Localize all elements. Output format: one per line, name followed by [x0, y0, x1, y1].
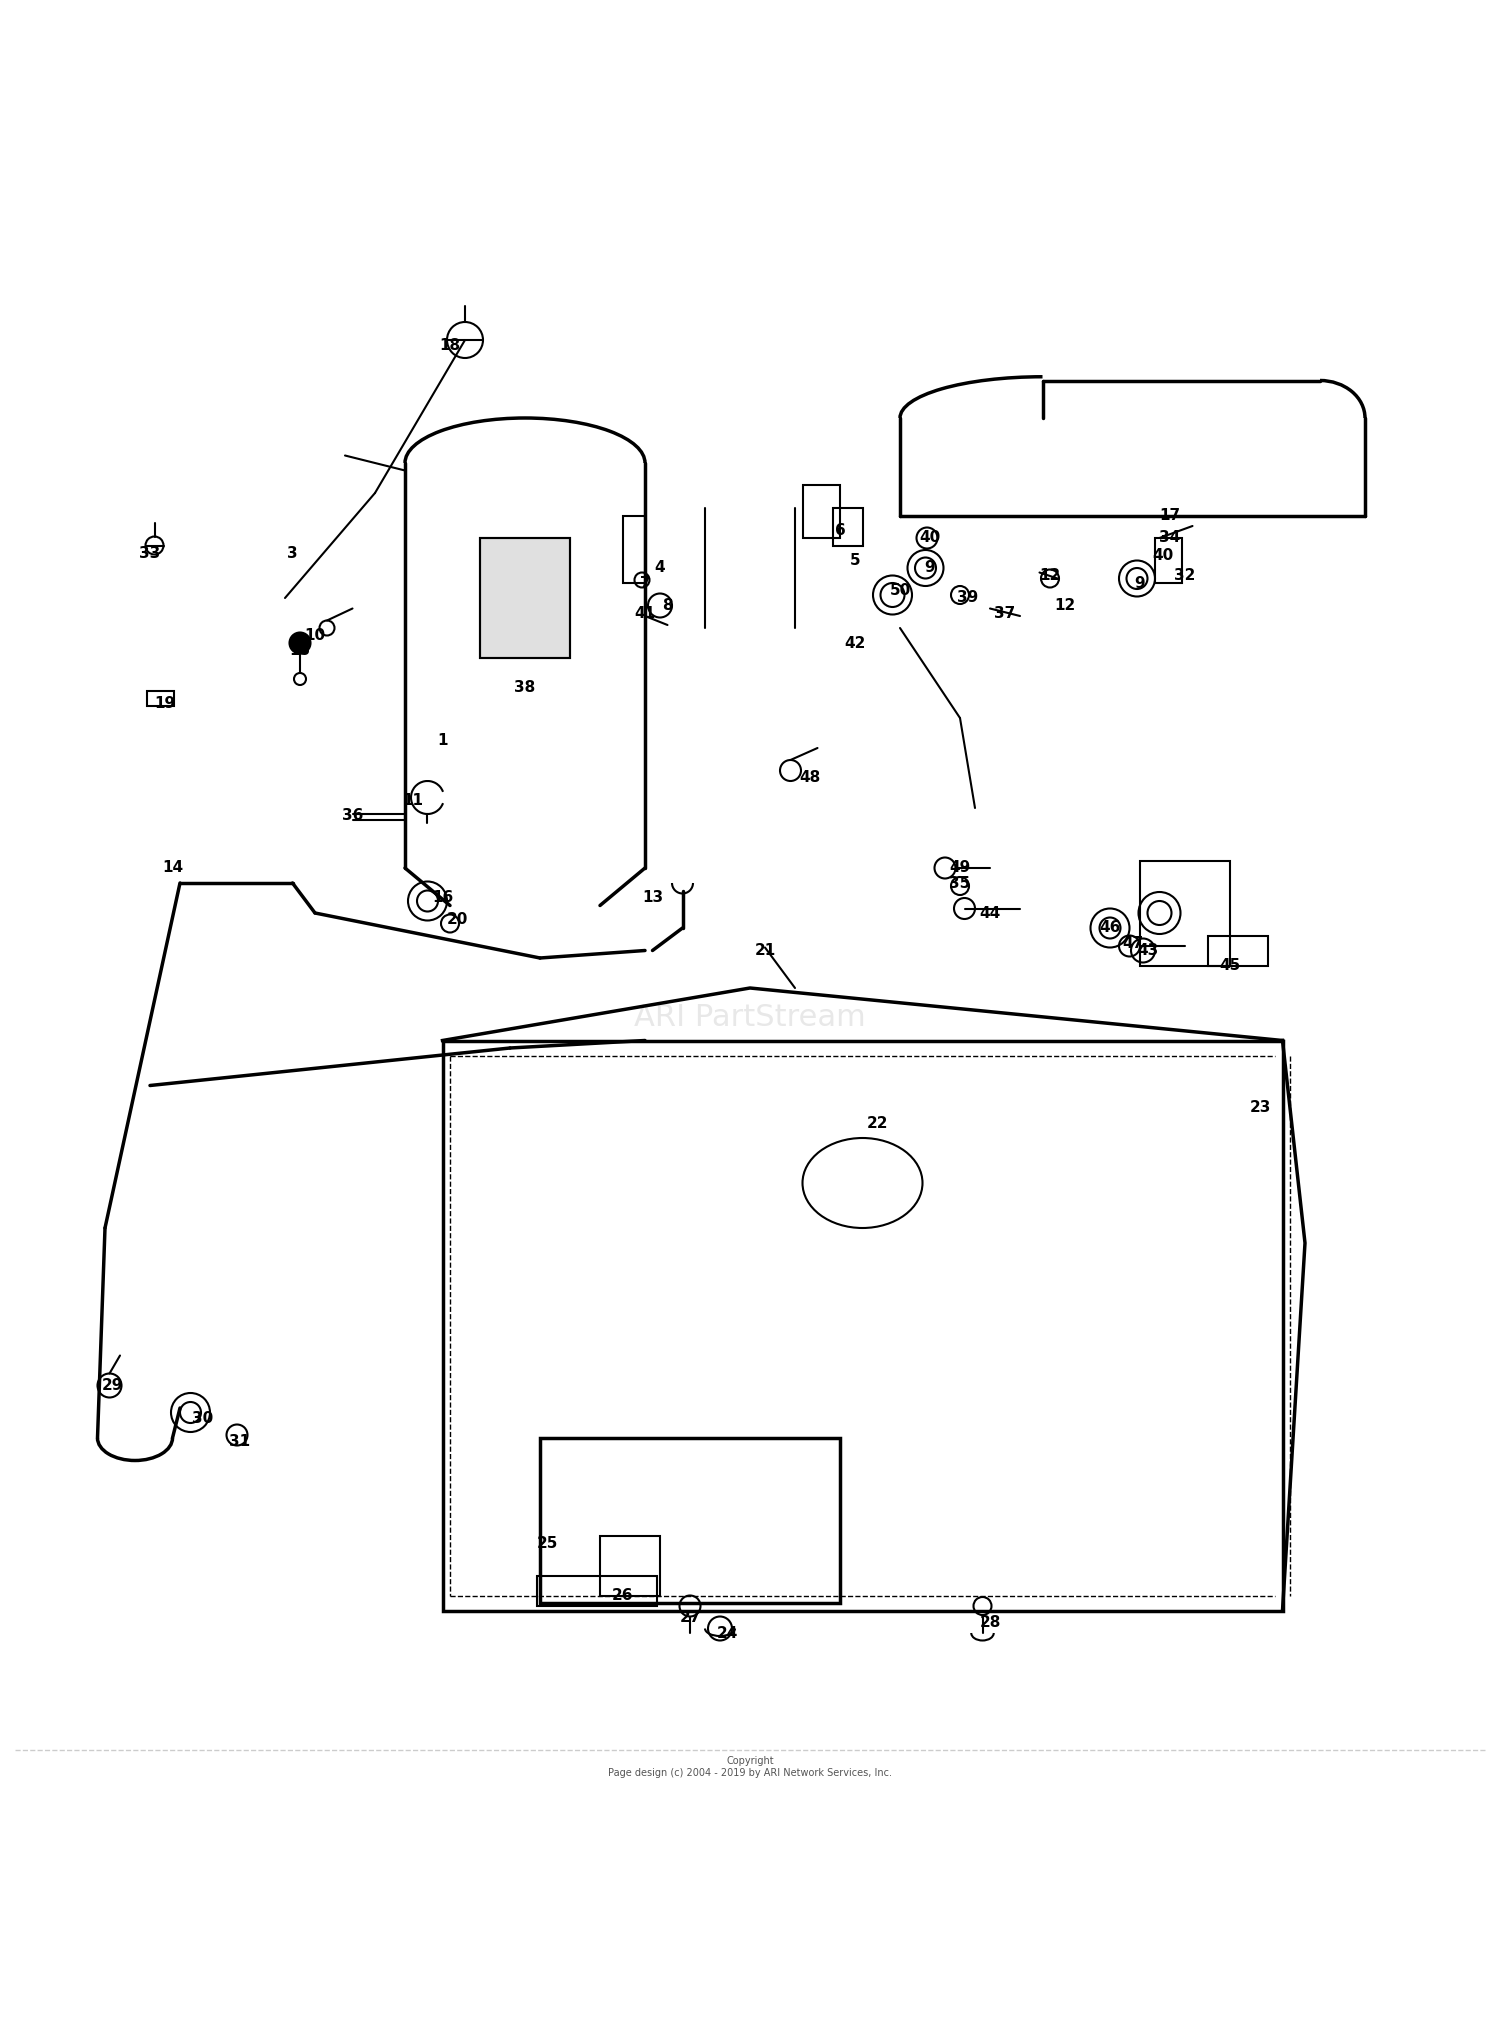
- Bar: [622, 515, 645, 582]
- Text: 21: 21: [754, 943, 776, 959]
- Text: 33: 33: [140, 546, 160, 560]
- Text: 6: 6: [834, 523, 846, 538]
- Text: 16: 16: [432, 890, 453, 906]
- Text: 7: 7: [639, 576, 651, 590]
- Text: 9: 9: [924, 560, 936, 576]
- Text: 5: 5: [849, 554, 861, 568]
- Bar: [1208, 935, 1268, 965]
- Text: 15: 15: [290, 643, 310, 658]
- Text: 14: 14: [162, 861, 183, 875]
- Bar: [1140, 861, 1230, 965]
- Text: 10: 10: [304, 627, 326, 643]
- Text: 11: 11: [402, 792, 423, 808]
- Bar: [1155, 538, 1182, 582]
- Text: 24: 24: [717, 1625, 738, 1641]
- Text: 48: 48: [800, 770, 820, 786]
- Text: 40: 40: [920, 531, 940, 546]
- Text: 4: 4: [654, 560, 666, 576]
- Text: 50: 50: [890, 582, 910, 599]
- Text: 8: 8: [662, 599, 674, 613]
- Text: 30: 30: [192, 1411, 213, 1425]
- Text: 19: 19: [154, 696, 176, 711]
- Text: Copyright
Page design (c) 2004 - 2019 by ARI Network Services, Inc.: Copyright Page design (c) 2004 - 2019 by…: [608, 1755, 892, 1777]
- Text: 45: 45: [1220, 959, 1240, 973]
- Text: 27: 27: [680, 1610, 700, 1625]
- Text: 29: 29: [102, 1378, 123, 1393]
- Text: 25: 25: [537, 1535, 558, 1551]
- Bar: [480, 538, 570, 658]
- Text: 49: 49: [950, 861, 970, 875]
- Bar: [540, 1437, 840, 1602]
- Text: 40: 40: [1152, 548, 1173, 564]
- Bar: [442, 1040, 1282, 1610]
- Text: 18: 18: [440, 338, 460, 354]
- Text: 46: 46: [1100, 920, 1120, 935]
- Text: ARI PartStream: ARI PartStream: [634, 1004, 866, 1032]
- Text: 13: 13: [642, 890, 663, 906]
- Text: 32: 32: [1174, 568, 1196, 582]
- Text: 26: 26: [612, 1588, 633, 1602]
- Text: 47: 47: [1122, 935, 1143, 951]
- Text: 17: 17: [1160, 509, 1180, 523]
- Text: 38: 38: [514, 680, 535, 696]
- Text: 9: 9: [1134, 576, 1146, 590]
- Bar: [600, 1535, 660, 1596]
- Bar: [802, 485, 840, 538]
- Text: 34: 34: [1160, 531, 1180, 546]
- Text: 36: 36: [342, 808, 363, 823]
- Text: 37: 37: [994, 605, 1016, 621]
- Text: 44: 44: [980, 906, 1000, 920]
- Bar: [480, 538, 570, 658]
- Text: 3: 3: [286, 546, 298, 560]
- Text: 12: 12: [1054, 599, 1076, 613]
- Text: 41: 41: [634, 605, 656, 621]
- Bar: [147, 690, 174, 706]
- Text: 35: 35: [950, 875, 970, 890]
- Circle shape: [290, 633, 310, 654]
- Text: 23: 23: [1250, 1101, 1270, 1116]
- Text: 12: 12: [1040, 568, 1060, 582]
- Text: 22: 22: [867, 1116, 888, 1130]
- Text: 43: 43: [1137, 943, 1158, 959]
- Text: 31: 31: [230, 1433, 251, 1448]
- Bar: [537, 1576, 657, 1606]
- Text: 1: 1: [438, 733, 447, 747]
- Text: 20: 20: [447, 912, 468, 926]
- Text: 28: 28: [980, 1615, 1000, 1631]
- Bar: [833, 509, 862, 546]
- Text: 39: 39: [957, 590, 978, 605]
- Text: 42: 42: [844, 635, 865, 649]
